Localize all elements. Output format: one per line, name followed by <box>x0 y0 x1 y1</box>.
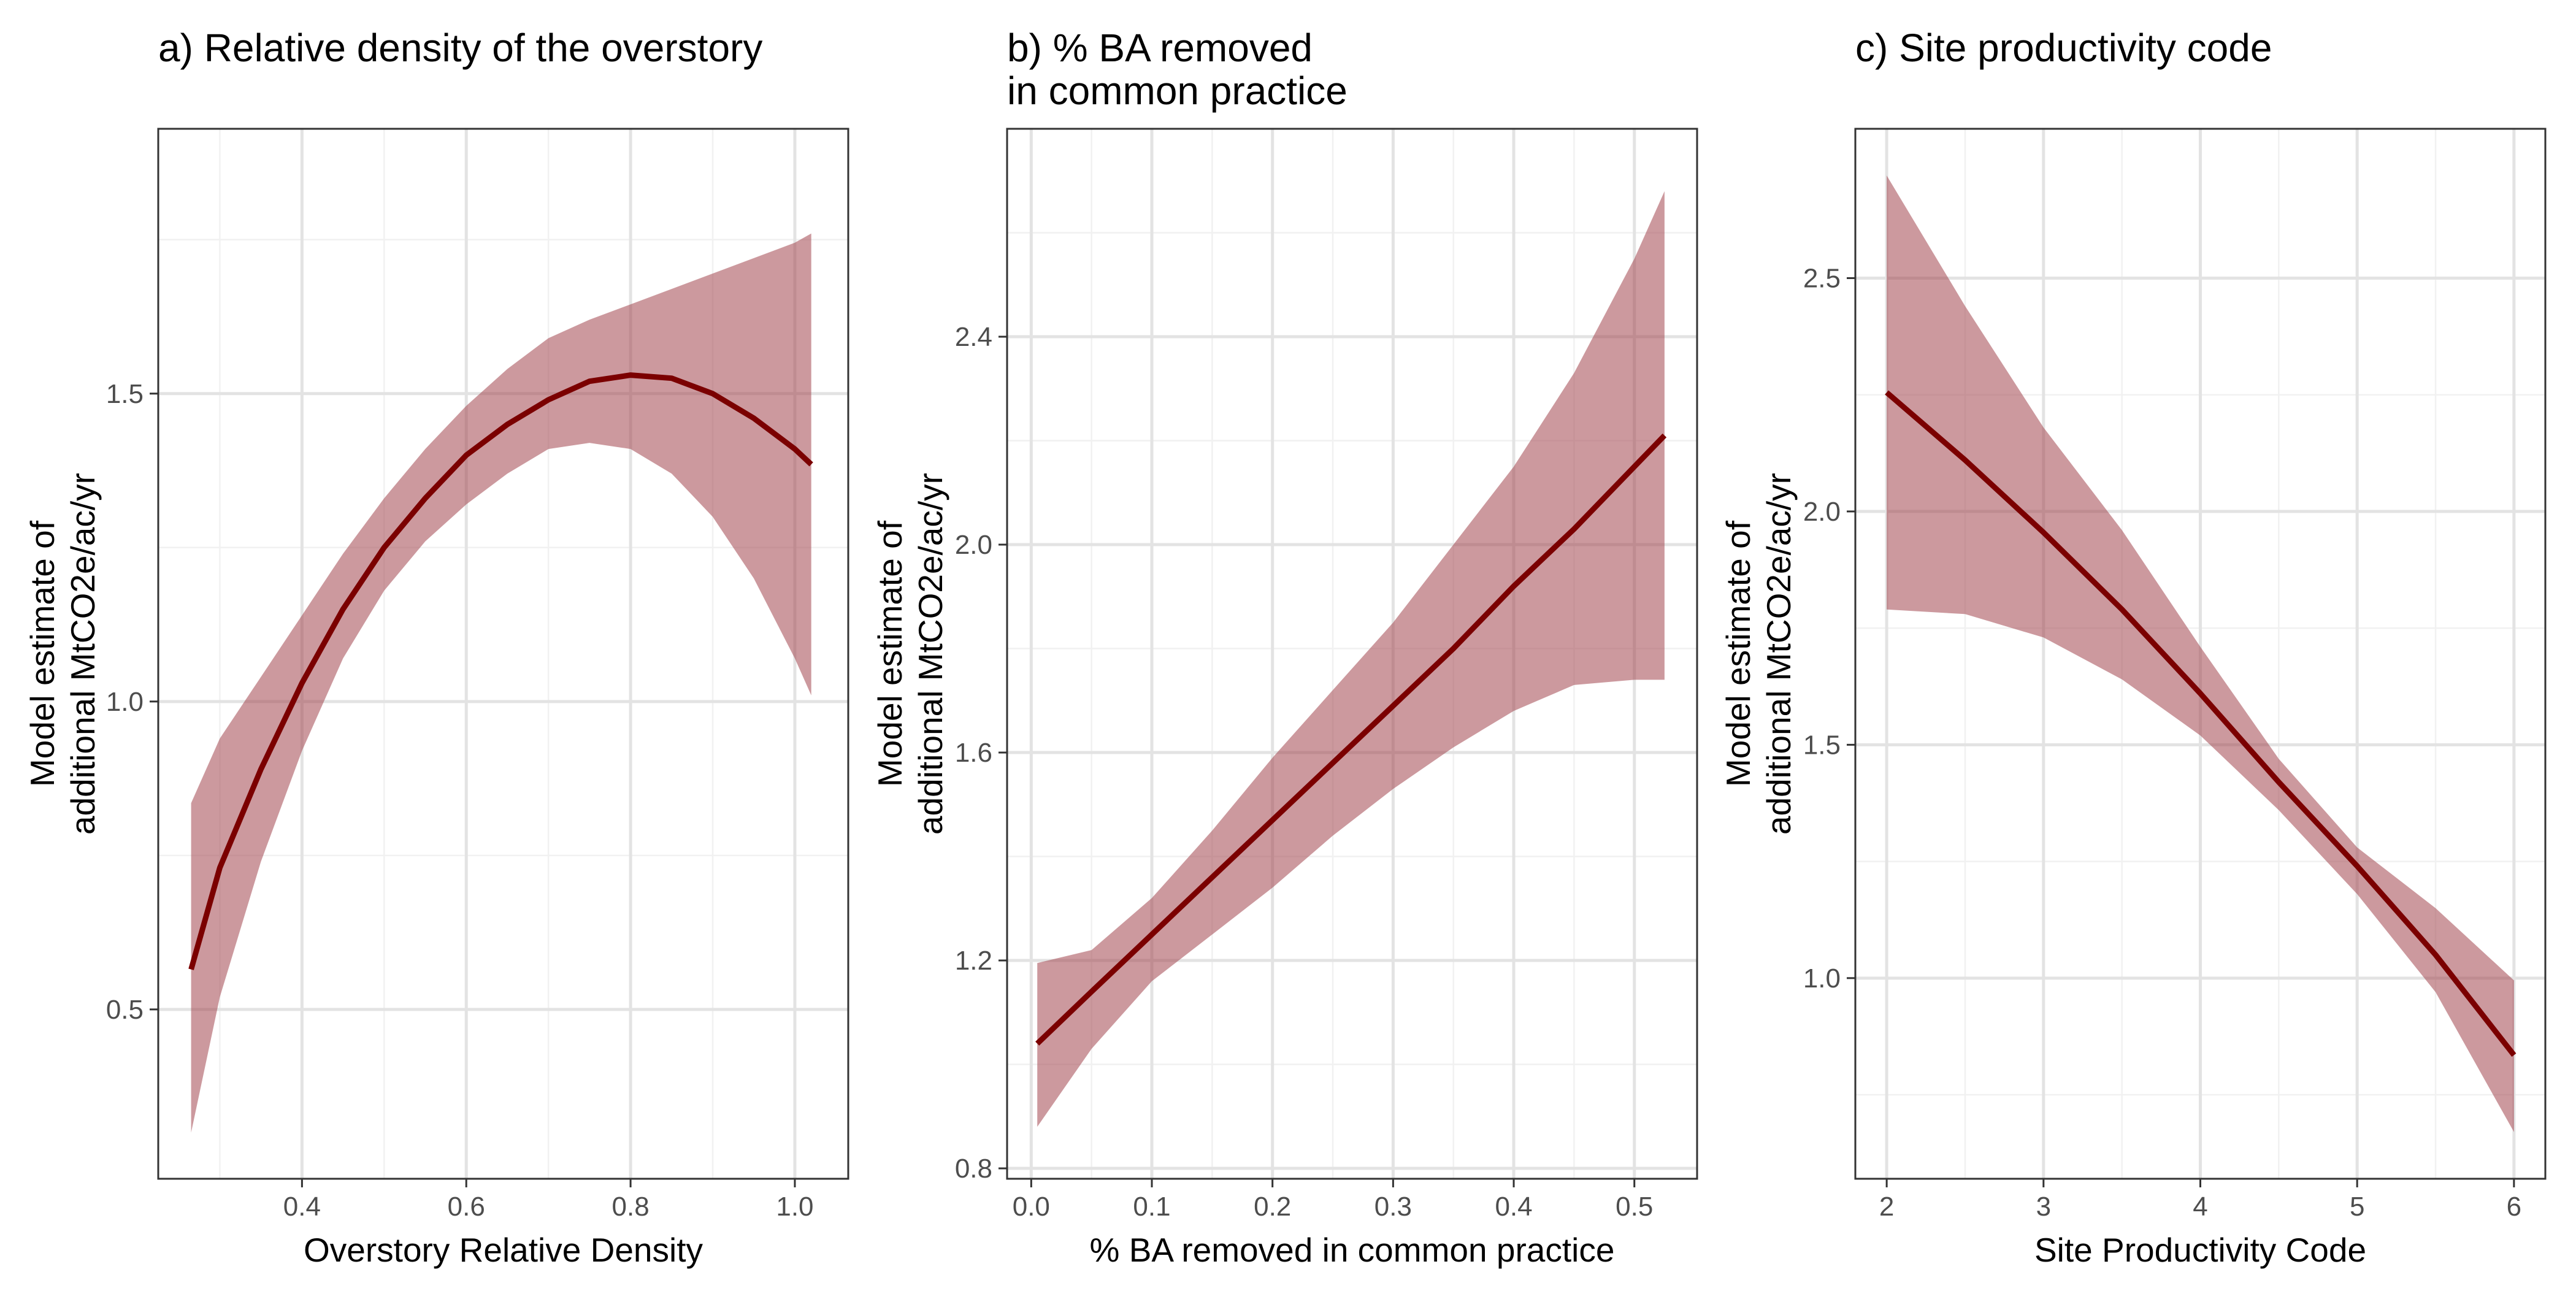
x-tick-label: 0.2 <box>1254 1192 1291 1222</box>
x-tick-label: 0.5 <box>1616 1192 1653 1222</box>
y-tick-label: 0.5 <box>106 995 144 1025</box>
y-axis-title-line: additional MtCO2e/ac/yr <box>1760 473 1798 835</box>
x-tick-label: 3 <box>2036 1192 2051 1222</box>
x-tick-label: 6 <box>2507 1192 2521 1222</box>
y-axis-title-line: Model estimate of <box>871 520 909 787</box>
x-axis-title: Site Productivity Code <box>2034 1231 2366 1269</box>
confidence-ribbon <box>191 233 811 1133</box>
x-tick-label: 0.1 <box>1133 1192 1170 1222</box>
panel-border <box>1006 128 1698 1180</box>
panel-1: 0.4 0.6 0.8 1.0 0.5 1.0 1.5 Overstory Relative … <box>23 26 849 1269</box>
fitted-line <box>188 372 813 970</box>
x-tick-label: 0.8 <box>612 1192 650 1222</box>
y-axis-title-line: additional MtCO2e/ac/yr <box>64 473 102 835</box>
panel-title: c) Site productivity code <box>1855 26 2272 70</box>
y-tick-label: 0.8 <box>955 1154 992 1184</box>
y-tick-label: 1.0 <box>1803 963 1841 994</box>
y-tick-label: 2.0 <box>955 530 992 560</box>
x-tick-label: 0.3 <box>1374 1192 1412 1222</box>
x-axis-title: Overstory Relative Density <box>304 1231 703 1269</box>
y-tick-label: 1.5 <box>106 379 144 409</box>
x-tick-label: 0.4 <box>283 1192 321 1222</box>
y-tick-label: 1.0 <box>106 687 144 717</box>
confidence-ribbon <box>1887 175 2514 1132</box>
fitted-line <box>1035 433 1667 1046</box>
panel-title: a) Relative density of the overstory <box>158 26 762 70</box>
panel-2: 0.0 0.1 0.2 0.3 0.4 0.5 0.8 1.2 1.6 2.0 2.4 % BA re… <box>871 26 1698 1269</box>
panel-title: in common practice <box>1007 69 1347 113</box>
y-axis-title-line: Model estimate of <box>1719 520 1757 787</box>
x-tick-label: 0.6 <box>448 1192 485 1222</box>
y-tick-label: 1.5 <box>1803 730 1841 760</box>
y-tick-label: 1.2 <box>955 946 992 976</box>
panel-3: 2 3 4 5 6 1.0 1.5 2.0 2.5 Site Productivity Code M… <box>1719 26 2547 1269</box>
y-axis-title-line: Model estimate of <box>23 520 61 787</box>
x-tick-label: 0.4 <box>1495 1192 1532 1222</box>
y-tick-label: 2.5 <box>1803 263 1841 293</box>
y-axis-title-line: additional MtCO2e/ac/yr <box>911 473 949 835</box>
x-tick-label: 1.0 <box>776 1192 813 1222</box>
y-tick-label: 1.6 <box>955 738 992 768</box>
y-tick-label: 2.0 <box>1803 497 1841 527</box>
x-tick-label: 5 <box>2350 1192 2364 1222</box>
x-tick-label: 2 <box>1879 1192 1894 1222</box>
panel-title: b) % BA removed <box>1007 26 1313 70</box>
y-tick-label: 2.4 <box>955 322 992 352</box>
panel-border <box>157 128 849 1180</box>
x-tick-label: 0.0 <box>1013 1192 1050 1222</box>
x-tick-label: 4 <box>2193 1192 2207 1222</box>
x-axis-title: % BA removed in common practice <box>1090 1231 1615 1269</box>
fitted-line <box>1885 390 2517 1057</box>
